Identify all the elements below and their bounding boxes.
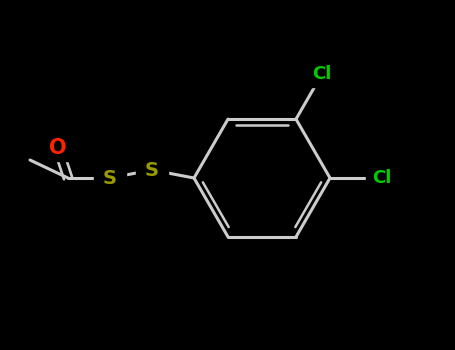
Bar (366, 165, 398, 191)
Bar (136, 157, 168, 183)
Text: O: O (49, 138, 67, 158)
Text: S: S (145, 161, 159, 180)
Bar (42, 135, 74, 161)
Bar (94, 165, 126, 191)
Text: Cl: Cl (372, 169, 392, 187)
Text: Cl: Cl (312, 65, 332, 83)
Text: S: S (103, 168, 117, 188)
Bar (306, 61, 338, 87)
